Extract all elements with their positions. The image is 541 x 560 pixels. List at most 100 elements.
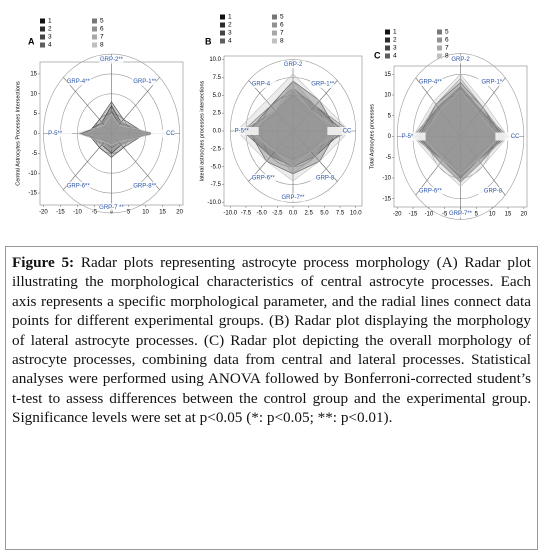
category-label-bg: [99, 55, 124, 64]
panel-label: A: [28, 36, 35, 46]
category-label-bg: [251, 173, 276, 182]
category-label: P-5**: [235, 129, 250, 135]
legend-swatch: [40, 26, 45, 32]
category-label-bg: [310, 173, 335, 182]
legend-swatch: [385, 37, 390, 43]
legend-label: 2: [228, 22, 232, 29]
category-label-bg: [418, 77, 443, 86]
x-tick-label: -20: [39, 210, 48, 216]
legend-swatch: [40, 18, 45, 24]
x-tick-label: -15: [409, 212, 418, 218]
spoke: [111, 77, 160, 134]
x-tick-label: 5: [127, 210, 131, 216]
legend-label: 6: [280, 22, 284, 29]
y-tick-label: -5: [32, 151, 38, 157]
legend-label: 7: [100, 34, 104, 41]
category-label: CC: [166, 131, 175, 137]
category-label: GRP-7**: [449, 211, 473, 217]
x-tick-label: -2.5: [272, 211, 283, 217]
x-tick-label: 7.5: [336, 211, 345, 217]
x-tick-label: 10: [489, 212, 496, 218]
category-label: GRP-1**: [311, 82, 335, 88]
x-tick-label: 20: [520, 212, 527, 218]
radar-area: [76, 113, 156, 146]
legend-label: 2: [48, 26, 52, 33]
x-tick-label: -10: [424, 212, 433, 218]
y-tick-label: 7.5: [213, 75, 222, 81]
legend-label: 6: [445, 37, 449, 44]
category-label-bg: [448, 209, 473, 218]
legend-swatch: [40, 34, 45, 40]
legend-swatch: [437, 53, 442, 59]
category-label: GRP-6**: [67, 183, 91, 189]
legend-swatch: [437, 45, 442, 51]
legend-swatch: [385, 29, 390, 35]
y-tick-label: 0.0: [213, 129, 222, 135]
legend-swatch: [272, 38, 277, 44]
legend-swatch: [92, 26, 97, 32]
category-label: CC: [343, 129, 352, 135]
spoke: [63, 77, 112, 134]
category-label: GRP-4: [252, 82, 271, 88]
x-tick-label: 20: [176, 210, 183, 216]
category-label-bg: [66, 181, 91, 190]
category-label-bg: [132, 77, 157, 86]
y-tick-label: 2.5: [213, 111, 222, 117]
y-tick-label: 5: [388, 113, 392, 119]
category-label-bg: [418, 187, 443, 196]
legend-label: 7: [445, 45, 449, 52]
y-tick-label: -10.0: [207, 200, 221, 206]
category-label: GRP-8: [484, 189, 503, 195]
x-tick-label: 0.0: [289, 211, 298, 217]
y-tick-label: 5.0: [213, 93, 222, 99]
spoke: [63, 133, 112, 190]
legend-label: 6: [100, 26, 104, 33]
category-label-bg: [281, 193, 305, 202]
category-label: GRP-2: [284, 62, 303, 68]
category-label-bg: [99, 203, 124, 212]
x-tick-label: 15: [505, 212, 512, 218]
x-tick-label: 0: [110, 210, 114, 216]
legend-swatch: [272, 22, 277, 28]
legend-label: 4: [228, 38, 232, 45]
legend-label: 1: [48, 18, 52, 25]
y-tick-label: -10: [382, 176, 391, 182]
y-tick-label: 15: [384, 72, 391, 78]
category-label: GRP-4**: [67, 79, 91, 85]
y-tick-label: -15: [382, 196, 391, 202]
category-label-bg: [327, 127, 352, 135]
y-tick-label: -15: [28, 191, 37, 197]
legend-label: 4: [48, 42, 52, 49]
legend-label: 7: [280, 30, 284, 37]
x-tick-label: 10: [142, 210, 149, 216]
legend-label: 8: [445, 53, 449, 60]
category-label-bg: [150, 129, 175, 138]
category-label: GRP-7 **: [99, 205, 124, 211]
y-tick-label: -5: [386, 155, 392, 161]
panel-label: C: [374, 50, 381, 60]
x-tick-label: -5: [92, 210, 98, 216]
category-label-bg: [401, 132, 426, 141]
x-tick-label: -5.0: [256, 211, 267, 217]
legend-label: 3: [393, 45, 397, 52]
legend-label: 5: [445, 29, 449, 36]
y-tick-label: -5.0: [211, 164, 222, 170]
legend-swatch: [220, 22, 225, 28]
legend-swatch: [437, 29, 442, 35]
y-tick-label: 0: [388, 134, 392, 140]
category-label: GRP-8: [316, 176, 335, 182]
legend-label: 3: [48, 34, 52, 41]
y-tick-label: -10: [28, 171, 37, 177]
y-tick-label: 10: [30, 91, 37, 97]
y-tick-label: -7.5: [211, 182, 222, 188]
y-tick-label: -2.5: [211, 146, 222, 152]
category-label-bg: [310, 80, 335, 89]
x-tick-label: -5: [442, 212, 448, 218]
category-label: GRP-1**: [133, 79, 157, 85]
y-axis-title: Total Astrocytes processes: [369, 104, 375, 169]
category-label: GRP-7**: [281, 195, 305, 201]
y-axis-title: lateral astrocytes processes intersectio…: [199, 80, 205, 181]
y-tick-label: 5: [34, 111, 38, 117]
caption: Figure 5: Radar plots representing astro…: [5, 246, 538, 550]
x-tick-label: -7.5: [241, 211, 252, 217]
